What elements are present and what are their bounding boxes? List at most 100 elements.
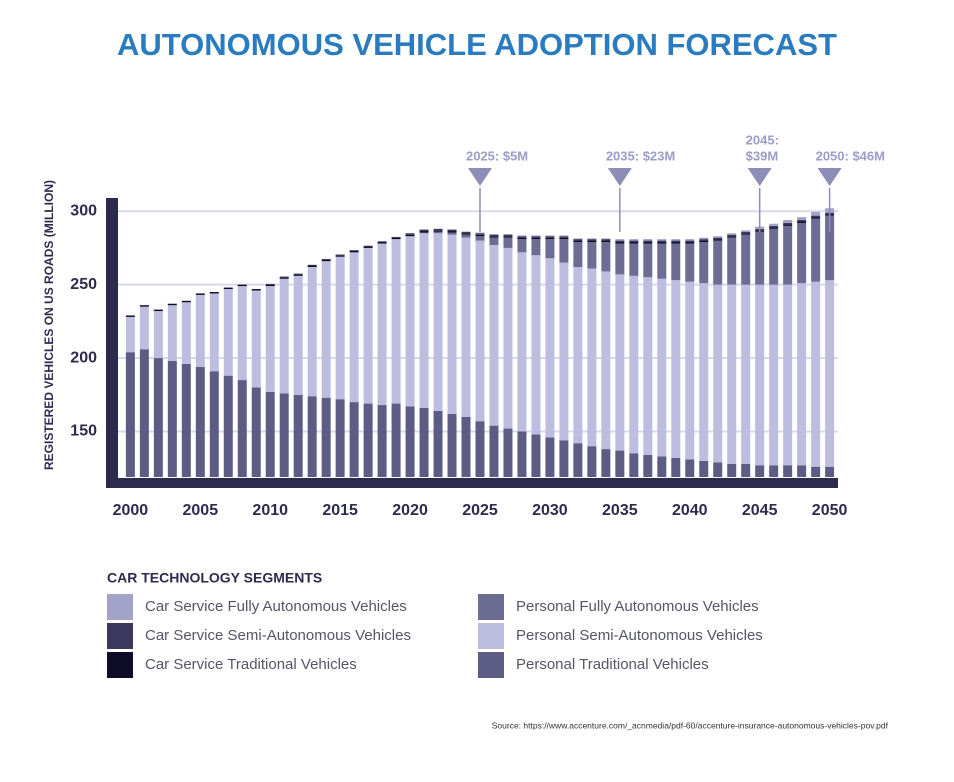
bar-segment	[489, 234, 499, 237]
bar-segment	[657, 456, 667, 477]
bar-segment	[601, 238, 611, 240]
bar-segment	[615, 239, 625, 241]
bar-segment	[671, 240, 681, 243]
bar-segment	[349, 252, 359, 403]
bar-segment	[139, 349, 149, 477]
bar-segment	[545, 239, 555, 259]
bar-segment	[433, 410, 443, 477]
bar-segment	[769, 284, 779, 466]
bar-segment	[517, 237, 527, 240]
bar-segment	[419, 229, 429, 232]
bar-segment	[433, 233, 443, 411]
bar-segment	[587, 446, 597, 477]
bar-segment	[209, 293, 219, 372]
legend-swatch	[478, 623, 504, 649]
bar-segment	[629, 242, 639, 244]
bar-segment	[811, 211, 821, 216]
bar-segment	[223, 289, 233, 376]
bar-segment	[349, 402, 359, 477]
bar-segment	[811, 217, 821, 219]
bar-segment	[685, 240, 695, 243]
bar-segment	[503, 236, 513, 238]
bar-segment	[391, 403, 401, 477]
bar-segment	[573, 267, 583, 444]
bar-segment	[797, 222, 807, 284]
bar-segment	[335, 254, 345, 256]
bar-segment	[545, 235, 555, 237]
x-tick-label: 2030	[532, 502, 568, 519]
bar-segment	[573, 242, 583, 268]
legend-label: Personal Semi-Autonomous Vehicles	[516, 627, 763, 644]
legend-swatch	[107, 652, 133, 678]
bar-segment	[629, 239, 639, 241]
bar-segment	[615, 242, 625, 244]
bar-segment	[587, 240, 597, 243]
bar-segment	[657, 243, 667, 279]
bar-segment	[685, 459, 695, 477]
bar-segment	[363, 245, 373, 247]
y-axis	[106, 198, 118, 488]
bar-segment	[447, 413, 457, 477]
bar-segment	[671, 457, 681, 477]
bar-segment	[293, 394, 303, 477]
bar-segment	[713, 462, 723, 477]
bar-segment	[475, 233, 485, 235]
bar-segment	[321, 397, 331, 477]
bar-segment	[251, 289, 261, 291]
annotation-text: 2035: $23M	[606, 148, 675, 163]
bar-segment	[797, 221, 807, 223]
bar-segment	[685, 242, 695, 244]
bar-segment	[741, 233, 751, 235]
bar-segment	[531, 237, 541, 240]
bar-segment	[685, 239, 695, 241]
bar-segment	[153, 309, 163, 312]
bar-segment	[825, 466, 835, 477]
bar-segment	[405, 234, 415, 237]
x-axis	[106, 478, 838, 488]
bar-segment	[195, 293, 205, 295]
bar-segment	[699, 242, 709, 284]
bar-segment	[811, 218, 821, 282]
bar-segment	[503, 247, 513, 429]
bar-segment	[601, 240, 611, 243]
x-tick-label: 2040	[672, 502, 708, 519]
bar-segment	[671, 242, 681, 244]
bar-segment	[769, 227, 779, 229]
bar-segment	[321, 259, 331, 262]
bar-segment	[475, 232, 485, 234]
bar-segment	[167, 303, 177, 306]
bar-segment	[587, 268, 597, 447]
bar-segment	[167, 305, 177, 361]
bar-segment	[293, 273, 303, 275]
bar-segment	[335, 399, 345, 477]
bar-segment	[307, 265, 317, 268]
bar-segment	[531, 255, 541, 435]
bar-segment	[447, 232, 457, 235]
bar-segment	[727, 284, 737, 464]
bar-segment	[643, 240, 653, 243]
bar-segment	[447, 234, 457, 414]
bar-segment	[489, 233, 499, 235]
bar-segment	[237, 380, 247, 477]
bar-segment	[671, 243, 681, 281]
legend-label: Personal Traditional Vehicles	[516, 656, 709, 673]
bar-segment	[195, 366, 205, 477]
bar-segment	[279, 277, 289, 279]
bar-segment	[363, 247, 373, 404]
bar-segment	[125, 316, 135, 353]
y-axis-label: REGISTERED VEHICLES ON US ROADS (MILLION…	[42, 180, 56, 470]
bar-segment	[713, 236, 723, 238]
legend-swatch	[478, 594, 504, 620]
bar-segment	[699, 283, 709, 461]
bar-segment	[363, 403, 373, 477]
bar-segment	[545, 237, 555, 240]
bar-segment	[531, 434, 541, 477]
bar-segment	[783, 220, 793, 223]
bar-segment	[657, 239, 667, 241]
bar-segment	[531, 239, 541, 256]
bar-segment	[461, 416, 471, 477]
bar-segment	[685, 281, 695, 460]
bar-segment	[503, 233, 513, 235]
legend-label: Car Service Fully Autonomous Vehicles	[145, 598, 407, 615]
bar-segment	[237, 286, 247, 381]
